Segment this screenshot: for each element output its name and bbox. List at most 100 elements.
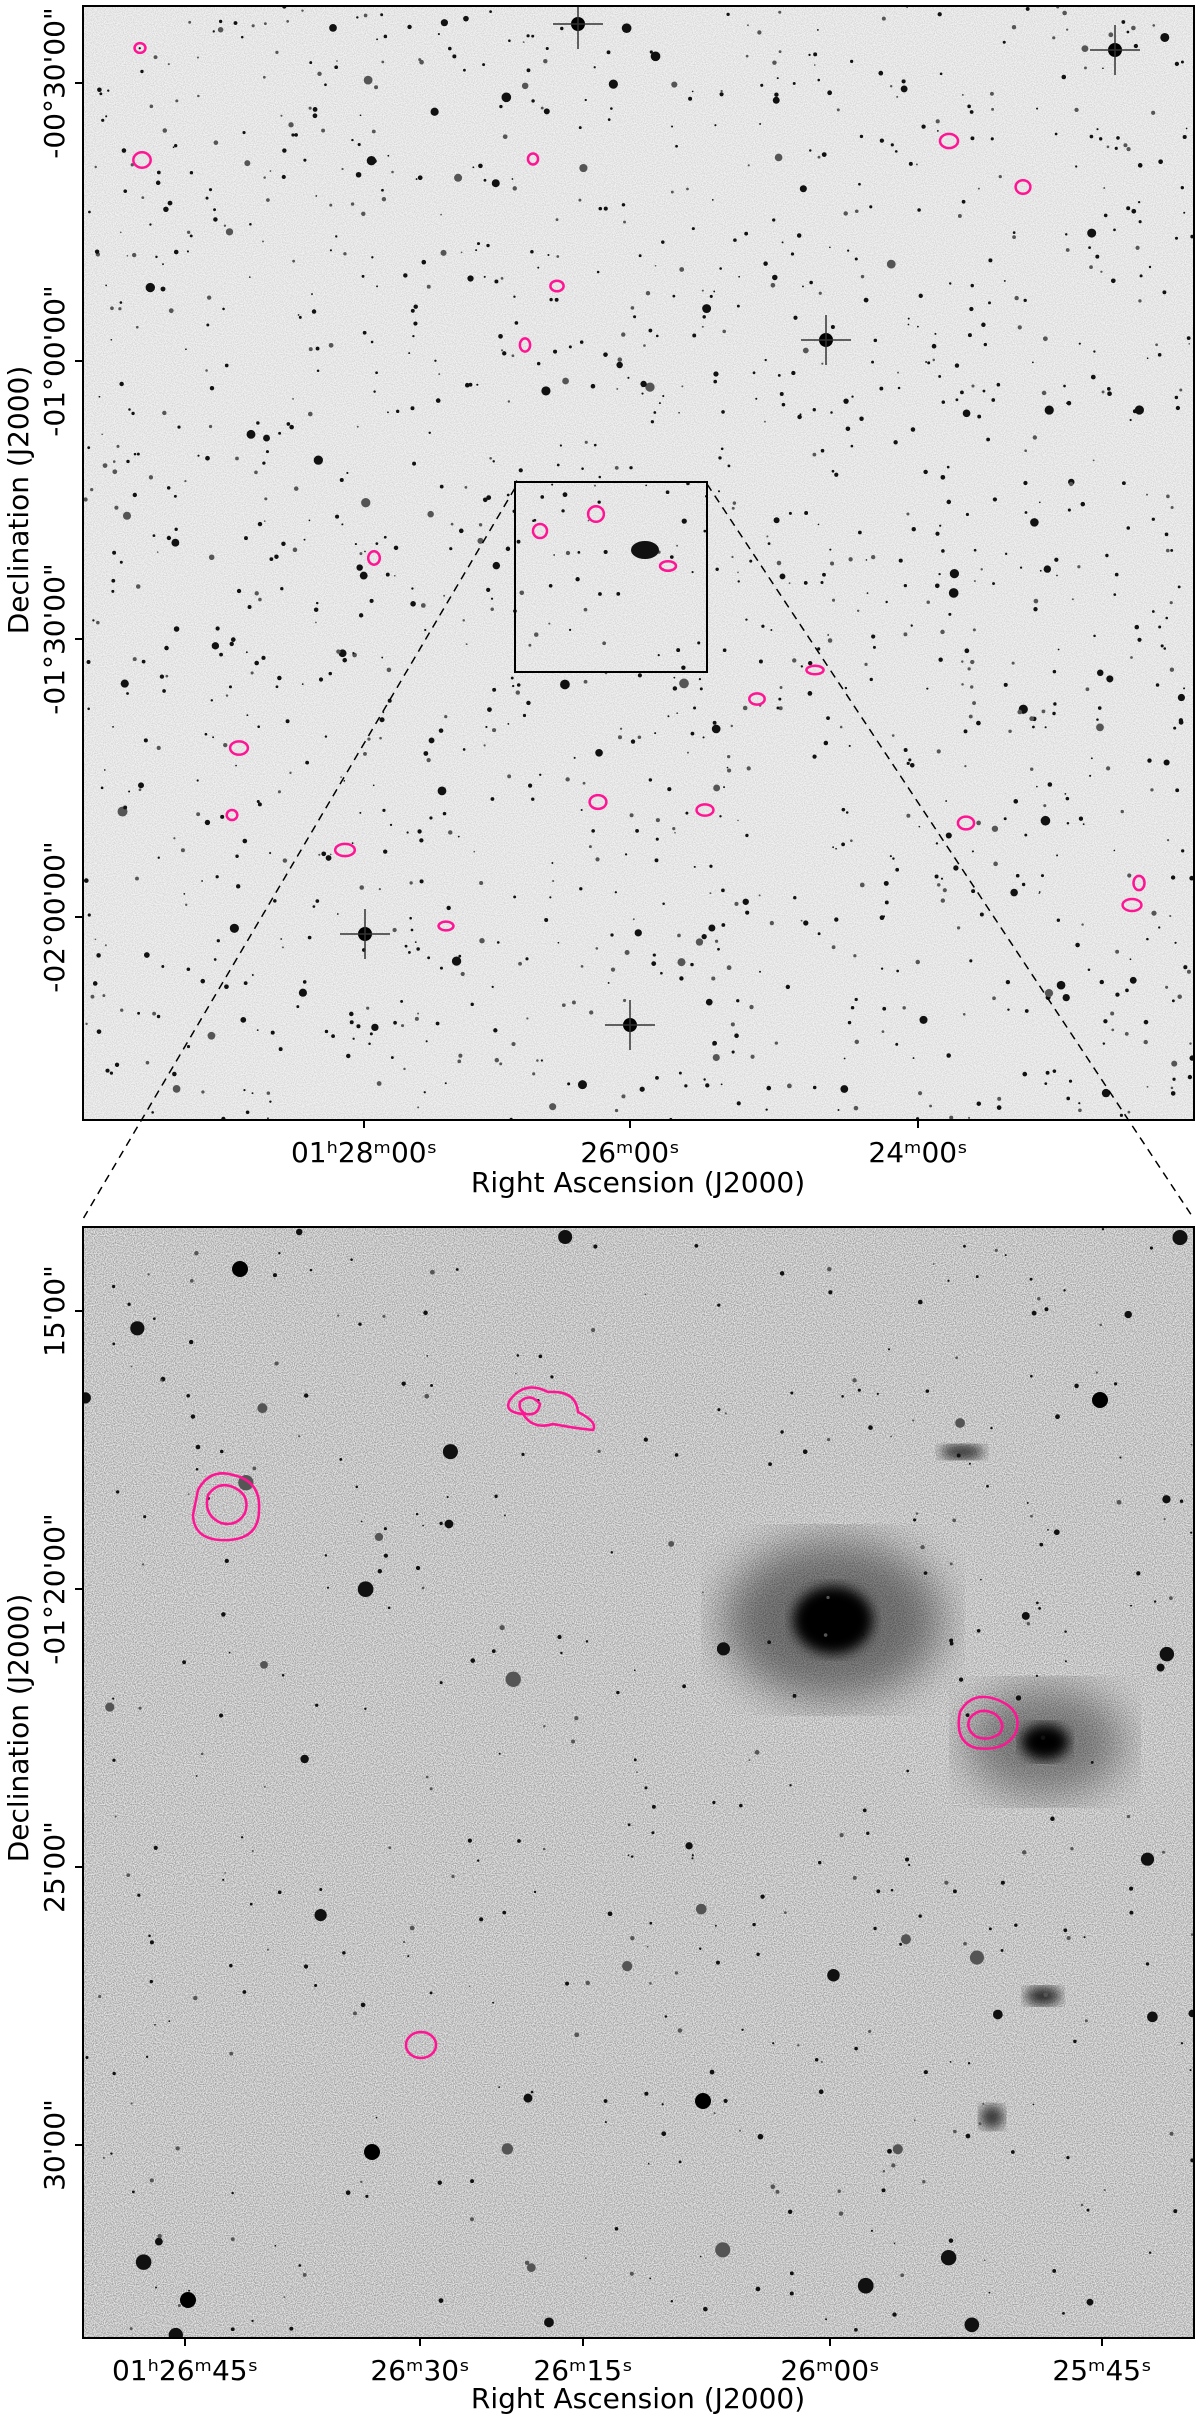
star — [1041, 709, 1046, 714]
star — [1180, 2042, 1184, 2045]
star — [1126, 1814, 1131, 1819]
star — [859, 882, 865, 888]
star — [843, 1057, 846, 1060]
star — [126, 692, 129, 695]
star — [523, 2093, 533, 2103]
star — [126, 255, 129, 257]
star — [705, 998, 713, 1006]
star — [258, 597, 262, 602]
star — [504, 1514, 506, 1517]
star — [993, 861, 998, 867]
star — [734, 901, 739, 906]
star — [173, 494, 177, 498]
star — [941, 400, 946, 404]
star — [622, 1960, 633, 1972]
star — [603, 549, 608, 555]
star — [505, 546, 511, 552]
star — [490, 597, 494, 600]
star — [329, 853, 332, 856]
star — [462, 748, 466, 751]
star — [792, 1693, 797, 1698]
star — [1127, 1110, 1131, 1114]
star — [390, 1056, 394, 1059]
star — [1114, 572, 1119, 577]
star — [319, 1887, 323, 1891]
star — [781, 241, 784, 244]
star — [1186, 969, 1191, 974]
star — [720, 447, 724, 451]
star — [644, 1293, 647, 1296]
star — [812, 1085, 817, 1090]
star — [871, 360, 874, 364]
star — [138, 47, 141, 50]
star — [1163, 647, 1167, 650]
star — [1170, 1086, 1174, 1090]
star — [755, 397, 758, 400]
star — [890, 1888, 894, 1892]
star — [953, 865, 959, 871]
star — [1116, 136, 1120, 140]
star — [356, 425, 359, 428]
star — [582, 781, 586, 785]
star — [721, 923, 726, 927]
star — [326, 1586, 330, 1589]
star — [451, 1874, 455, 1879]
star — [1173, 2209, 1178, 2214]
star — [757, 30, 762, 35]
star — [1066, 402, 1069, 405]
star — [1078, 342, 1081, 345]
star — [1014, 295, 1019, 301]
star — [1075, 165, 1078, 168]
star — [772, 2042, 775, 2045]
star — [770, 2184, 776, 2190]
star — [621, 1094, 626, 1099]
star — [1099, 1323, 1102, 1327]
star — [1171, 999, 1175, 1003]
star — [591, 1327, 596, 1333]
star — [329, 203, 333, 207]
star — [301, 683, 304, 685]
star — [990, 137, 994, 141]
star — [248, 276, 251, 278]
star — [585, 1640, 589, 1643]
contour — [1014, 178, 1032, 196]
star — [958, 1677, 964, 1682]
star — [868, 1425, 873, 1430]
star — [940, 629, 945, 635]
star — [670, 190, 674, 194]
star — [730, 724, 733, 728]
star — [1044, 988, 1054, 998]
star — [965, 512, 969, 517]
star — [1177, 994, 1182, 999]
star — [143, 1515, 147, 1519]
bottom-image — [83, 1227, 1194, 2338]
star — [153, 55, 158, 60]
star — [944, 1880, 949, 1885]
star — [437, 33, 440, 36]
star — [699, 2255, 702, 2258]
star — [674, 831, 676, 834]
star — [1150, 788, 1154, 792]
star — [718, 456, 722, 460]
star — [510, 676, 514, 680]
star — [736, 304, 740, 308]
star — [633, 315, 637, 319]
star — [185, 903, 188, 907]
star — [623, 220, 626, 224]
star — [307, 411, 313, 417]
star — [748, 1759, 751, 1762]
star — [359, 552, 363, 556]
star — [145, 282, 155, 293]
star — [678, 2160, 682, 2164]
star — [835, 847, 837, 850]
star — [823, 1633, 828, 1637]
contour — [549, 279, 565, 293]
star — [1021, 1850, 1027, 1855]
star — [754, 1750, 760, 1755]
star — [1074, 1383, 1079, 1389]
star — [353, 2011, 357, 2016]
star — [85, 1022, 88, 1026]
star — [427, 956, 431, 960]
star — [1189, 875, 1194, 881]
